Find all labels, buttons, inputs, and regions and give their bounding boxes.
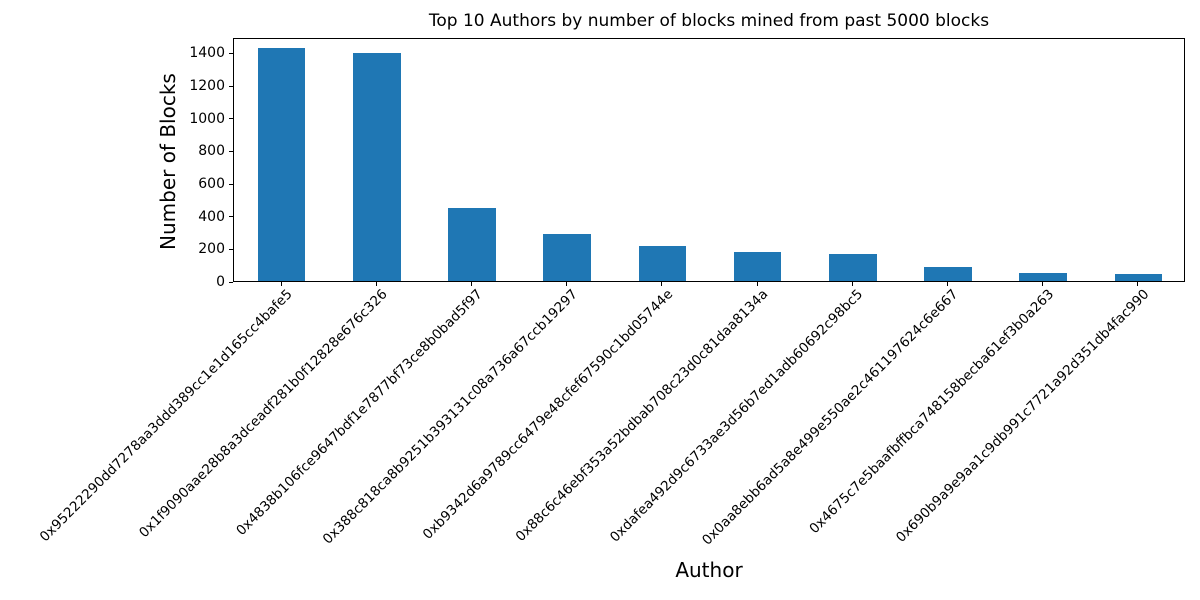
y-tick-label: 600 — [198, 176, 225, 192]
x-tick-mark — [566, 282, 568, 286]
x-tick-mark — [280, 282, 282, 286]
bar — [638, 246, 687, 281]
plot-area — [233, 38, 1185, 282]
y-tick-label: 1400 — [189, 45, 225, 62]
y-tick-label: 1000 — [189, 110, 225, 127]
bar — [448, 208, 496, 281]
y-tick-mark — [229, 85, 233, 87]
bar — [1114, 273, 1163, 281]
y-tick-mark — [229, 52, 233, 54]
y-tick-label: 800 — [198, 143, 225, 160]
y-tick-label: 1200 — [189, 78, 225, 95]
x-tick-mark — [1042, 282, 1044, 286]
x-tick-mark — [756, 282, 758, 286]
chart-title: Top 10 Authors by number of blocks mined… — [428, 11, 990, 31]
bar — [257, 48, 306, 281]
bar — [353, 53, 401, 281]
y-tick-mark — [229, 150, 233, 152]
bar — [733, 251, 782, 281]
bar — [924, 267, 972, 281]
y-tick-mark — [229, 183, 233, 185]
y-tick-mark — [229, 118, 233, 120]
y-tick-label: 0 — [216, 274, 225, 290]
x-tick-mark — [375, 282, 377, 286]
x-tick-mark — [1137, 282, 1139, 286]
bar — [543, 233, 591, 281]
x-tick-mark — [471, 282, 472, 286]
y-tick-label: 400 — [198, 208, 225, 225]
bar — [1019, 272, 1067, 281]
x-axis-label: Author — [675, 558, 743, 582]
y-tick-mark — [229, 248, 233, 250]
bar — [829, 253, 877, 281]
x-tick-mark — [851, 282, 853, 286]
y-tick-mark — [229, 216, 233, 218]
x-tick-mark — [661, 282, 663, 286]
y-tick-label: 200 — [198, 241, 225, 258]
x-tick-mark — [947, 282, 948, 286]
y-tick-mark — [229, 281, 233, 283]
